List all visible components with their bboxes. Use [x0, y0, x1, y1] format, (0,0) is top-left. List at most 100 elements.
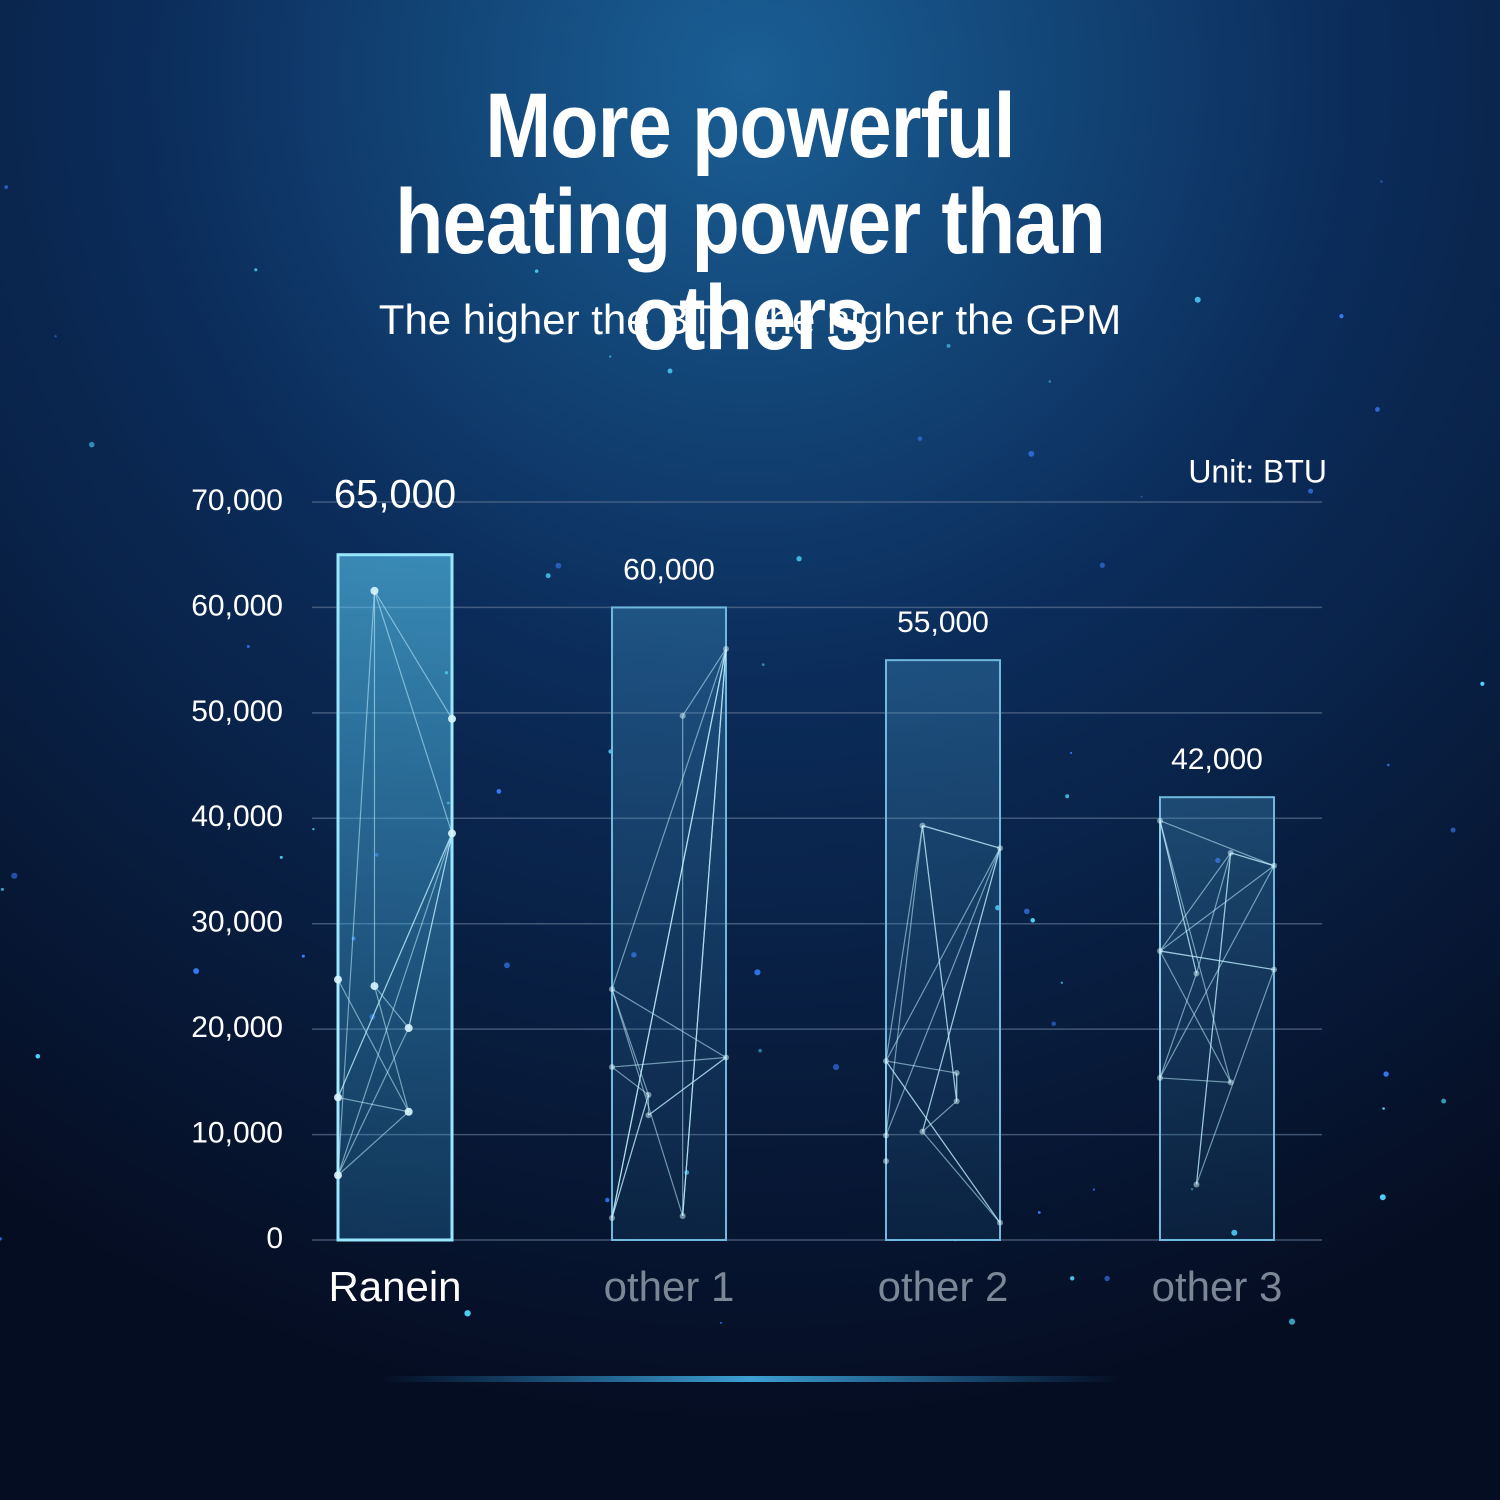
bar-pattern — [337, 1027, 410, 1176]
star — [1288, 1318, 1296, 1325]
bar-node — [448, 829, 456, 838]
bar-node — [1157, 1074, 1163, 1081]
bar-pattern — [1159, 852, 1232, 952]
bar-node — [883, 1058, 889, 1065]
bar-node — [448, 714, 456, 723]
y-tick-label: 70,000 — [191, 484, 283, 517]
bar-pattern — [337, 833, 453, 1098]
bar-node — [370, 586, 379, 595]
y-tick-label: 10,000 — [191, 1116, 283, 1149]
star — [1048, 380, 1052, 383]
bar-node — [404, 1024, 413, 1033]
star — [1375, 407, 1380, 412]
star — [1382, 1107, 1385, 1110]
bar-pattern — [885, 825, 924, 1062]
bar-node — [1193, 1181, 1200, 1188]
bar-node — [1271, 966, 1277, 973]
bar-pattern — [1230, 852, 1275, 867]
star — [667, 368, 673, 374]
bar-pattern — [922, 1131, 1001, 1224]
bar-node — [1193, 970, 1200, 977]
bar-pattern — [1159, 973, 1198, 1079]
star — [35, 1053, 41, 1059]
chart-title: More powerful heating power than others — [395, 75, 1106, 369]
bar-pattern — [885, 847, 1001, 1062]
bar-pattern — [611, 1056, 727, 1068]
star — [312, 827, 315, 831]
star — [761, 663, 765, 667]
value-label: 55,000 — [897, 606, 989, 639]
star — [796, 556, 802, 562]
bar-pattern — [885, 1060, 957, 1074]
star — [11, 872, 18, 879]
bar-pattern — [1159, 1077, 1231, 1084]
star — [88, 441, 95, 448]
bar-node — [883, 1158, 889, 1165]
star — [464, 1310, 471, 1317]
bar-node — [883, 1132, 889, 1139]
star — [1194, 296, 1201, 303]
unit-label: Unit: BTU — [1188, 453, 1327, 489]
bar-pattern — [1195, 969, 1275, 1185]
bar-node — [997, 1219, 1003, 1226]
star — [1140, 495, 1143, 498]
bar-pattern — [337, 1111, 410, 1176]
bar-pattern — [885, 825, 924, 1136]
star — [605, 1197, 610, 1203]
star — [1450, 827, 1456, 833]
star — [1104, 1275, 1110, 1282]
star — [1028, 450, 1035, 457]
bar — [885, 659, 1001, 1241]
star — [1051, 1021, 1057, 1027]
bar-node — [997, 845, 1003, 852]
star — [754, 969, 761, 976]
star — [1380, 180, 1383, 183]
star — [832, 1064, 840, 1071]
x-tick-label: Ranein — [328, 1263, 461, 1310]
chart-subtitle: The higher the BTU the higher the GPM — [378, 296, 1122, 343]
bar-node — [1157, 817, 1163, 824]
bar-node — [609, 1215, 615, 1222]
bar-node — [334, 975, 342, 984]
star — [301, 954, 305, 958]
bar-node — [723, 1054, 729, 1061]
star — [279, 855, 283, 859]
bar-pattern — [1159, 865, 1275, 1079]
star — [1480, 681, 1485, 686]
bar — [336, 553, 454, 1242]
bar-node — [645, 1091, 652, 1098]
star — [1379, 1194, 1386, 1201]
bar-pattern — [648, 1057, 727, 1116]
x-tick-label: other 1 — [604, 1263, 735, 1310]
value-label: 42,000 — [1171, 743, 1263, 776]
bar-node — [919, 822, 926, 829]
star — [1339, 314, 1344, 319]
bar-pattern — [682, 648, 727, 717]
bar-pattern — [611, 648, 727, 990]
bar-pattern — [337, 833, 453, 1176]
bar-pattern — [337, 1096, 409, 1113]
star — [758, 1048, 762, 1053]
star — [1030, 918, 1036, 923]
value-label: 65,000 — [334, 472, 456, 516]
star — [1099, 562, 1105, 568]
star — [0, 887, 4, 891]
y-tick-label: 0 — [266, 1222, 283, 1255]
bar-node — [919, 1128, 926, 1135]
bar-node — [679, 712, 686, 719]
bar-node — [1227, 1079, 1234, 1086]
bar-node — [953, 1070, 960, 1077]
star — [1037, 1211, 1041, 1214]
bar-node — [679, 1212, 686, 1219]
bar-pattern — [922, 1100, 958, 1133]
bar-pattern — [337, 590, 376, 1176]
star — [54, 335, 57, 338]
star — [545, 573, 551, 579]
star — [496, 789, 502, 794]
bar-pattern — [1159, 820, 1275, 867]
bar-node — [334, 1171, 342, 1180]
bar-pattern — [337, 979, 410, 1113]
star — [946, 343, 951, 348]
bar-pattern — [374, 985, 410, 1029]
